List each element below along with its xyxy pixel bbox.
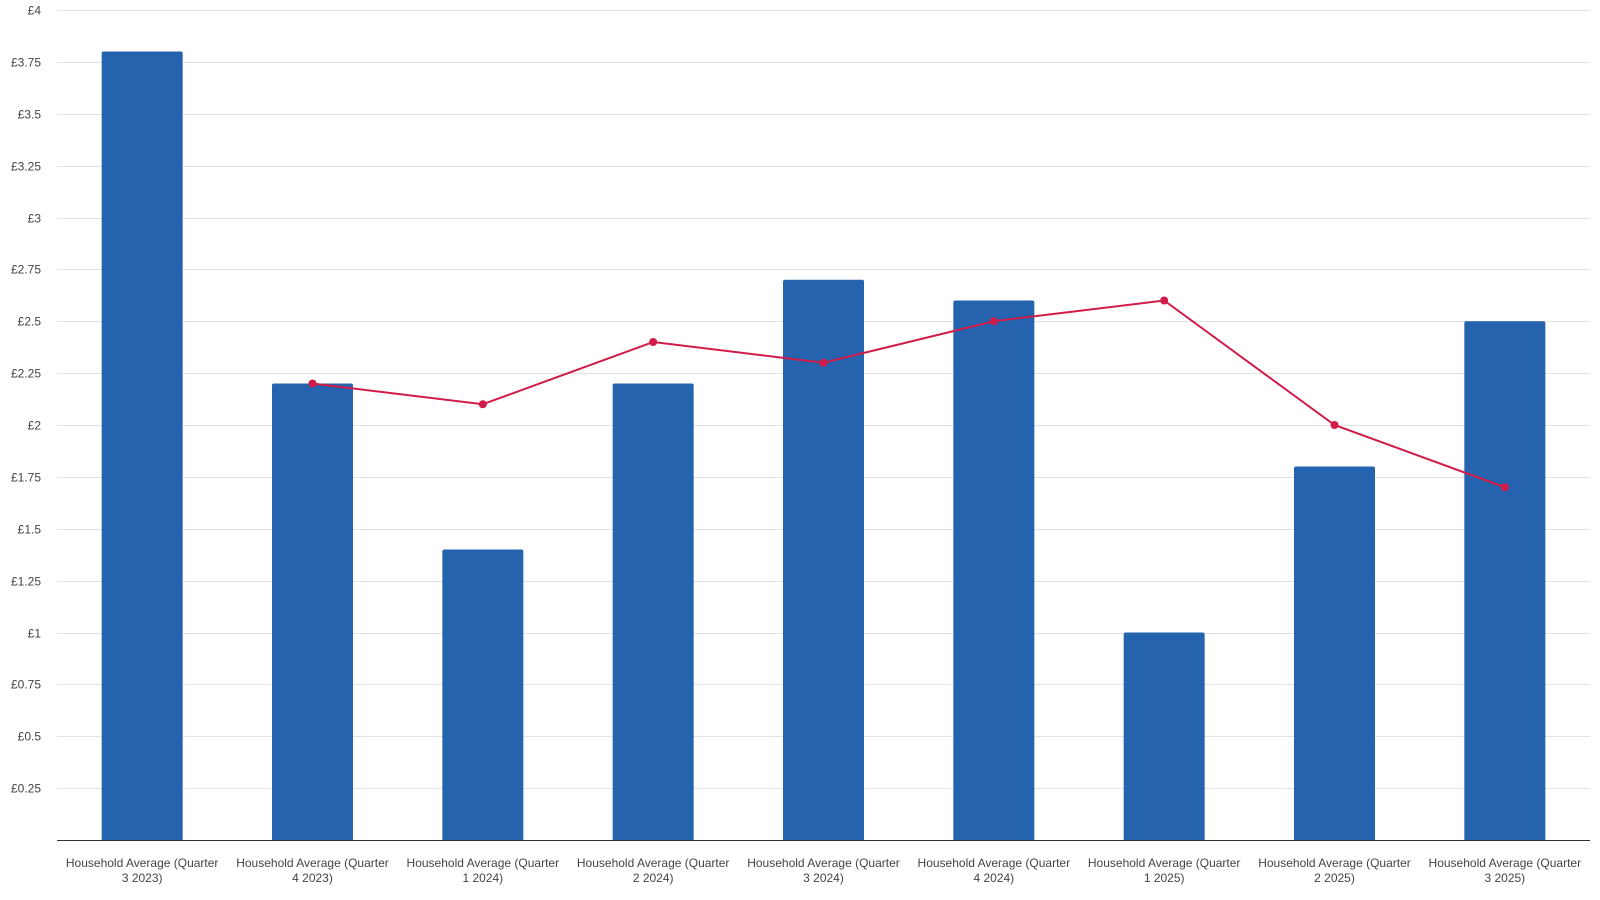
line-point[interactable]	[308, 379, 317, 388]
x-tick-label: 1 2024)	[462, 871, 503, 885]
y-tick-label: £2.25	[11, 367, 41, 381]
bar[interactable]	[101, 51, 183, 841]
x-tick-label: Household Average (Quarter	[747, 856, 900, 870]
y-tick-label: £2.5	[18, 315, 42, 329]
x-tick-label: 4 2023)	[292, 871, 333, 885]
y-tick-label: £4	[28, 4, 42, 18]
y-tick-label: £0.5	[18, 730, 42, 744]
line-point[interactable]	[1160, 296, 1169, 305]
y-tick-label: £3	[28, 212, 42, 226]
x-tick-label: Household Average (Quarter	[918, 856, 1071, 870]
x-tick-label: 3 2024)	[803, 871, 844, 885]
x-tick-label: Household Average (Quarter	[577, 856, 730, 870]
y-tick-label: £3.75	[11, 56, 41, 70]
bar[interactable]	[272, 383, 353, 841]
bar[interactable]	[1294, 466, 1375, 841]
y-tick-label: £1.25	[11, 575, 41, 589]
y-tick-label: £1.5	[18, 523, 42, 537]
x-tick-label: 2 2025)	[1314, 871, 1355, 885]
line-point[interactable]	[478, 400, 487, 409]
x-tick-label: 2 2024)	[633, 871, 674, 885]
x-tick-label: 4 2024)	[973, 871, 1014, 885]
line-point[interactable]	[649, 338, 658, 346]
y-tick-label: £2.75	[11, 263, 41, 277]
x-tick-label: 3 2025)	[1484, 871, 1525, 885]
y-tick-label: £1	[28, 627, 42, 641]
y-axis-labels: £0.25 £0.5 £0.75 £1 £1.25 £1.5 £1.75 £2 £2.25 £2.…	[11, 4, 41, 796]
y-tick-label: £1.75	[11, 471, 41, 485]
bar[interactable]	[783, 279, 864, 840]
line-point[interactable]	[1330, 421, 1339, 429]
bar[interactable]	[1464, 321, 1546, 840]
line-path	[312, 299, 1506, 489]
x-tick-label: Household Average (Quarter	[236, 856, 389, 870]
y-tick-label: £2	[28, 419, 42, 433]
bar[interactable]	[612, 383, 694, 841]
bar[interactable]	[953, 300, 1035, 841]
y-tick-label: £0.75	[11, 678, 41, 692]
line-point[interactable]	[819, 358, 828, 367]
line-point[interactable]	[1500, 483, 1509, 492]
x-tick-label: Household Average (Quarter	[1088, 856, 1241, 870]
line-point[interactable]	[989, 317, 998, 326]
y-tick-label: £0.25	[11, 782, 41, 796]
x-tick-label: Household Average (Quarter	[407, 856, 560, 870]
y-tick-label: £3.5	[18, 108, 42, 122]
x-tick-label: 1 2025)	[1144, 871, 1185, 885]
bar[interactable]	[442, 549, 524, 841]
x-tick-label: 3 2023)	[122, 871, 163, 885]
x-tick-label: Household Average (Quarter	[1429, 856, 1582, 870]
bar[interactable]	[1123, 632, 1205, 841]
x-tick-label: Household Average (Quarter	[66, 856, 219, 870]
x-tick-label: Household Average (Quarter	[1258, 856, 1411, 870]
bar-series	[101, 51, 1546, 841]
line-series	[308, 296, 1509, 492]
y-tick-label: £3.25	[11, 160, 41, 174]
